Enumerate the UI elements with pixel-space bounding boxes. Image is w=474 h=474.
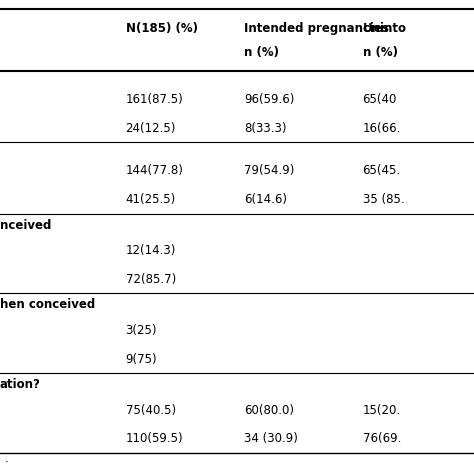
Text: Intended pregnancies: Intended pregnancies — [244, 22, 389, 35]
Text: 16(66.: 16(66. — [363, 122, 401, 135]
Text: 110(59.5): 110(59.5) — [126, 432, 183, 446]
Text: ation?: ation? — [0, 378, 41, 391]
Text: 12(14.3): 12(14.3) — [126, 244, 176, 257]
Text: 24(12.5): 24(12.5) — [126, 122, 176, 135]
Text: nceived: nceived — [0, 219, 51, 231]
Text: 34 (30.9): 34 (30.9) — [244, 432, 298, 446]
Text: 8(33.3): 8(33.3) — [244, 122, 287, 135]
Text: 161(87.5): 161(87.5) — [126, 93, 183, 106]
Text: 60(80.0): 60(80.0) — [244, 404, 294, 417]
Text: 41(25.5): 41(25.5) — [126, 193, 176, 206]
Text: 65(45.: 65(45. — [363, 164, 401, 177]
Text: 72(85.7): 72(85.7) — [126, 273, 176, 286]
Text: 15(20.: 15(20. — [363, 404, 401, 417]
Text: 144(77.8): 144(77.8) — [126, 164, 183, 177]
Text: 65(40: 65(40 — [363, 93, 397, 106]
Text: 96(59.6): 96(59.6) — [244, 93, 294, 106]
Text: 35 (85.: 35 (85. — [363, 193, 404, 206]
Text: Uninto: Uninto — [363, 22, 407, 35]
Text: .: . — [5, 452, 9, 465]
Text: hen conceived: hen conceived — [0, 298, 95, 311]
Text: 79(54.9): 79(54.9) — [244, 164, 294, 177]
Text: 75(40.5): 75(40.5) — [126, 404, 176, 417]
Text: 3(25): 3(25) — [126, 324, 157, 337]
Text: n (%): n (%) — [363, 46, 398, 59]
Text: 76(69.: 76(69. — [363, 432, 401, 446]
Text: 6(14.6): 6(14.6) — [244, 193, 287, 206]
Text: N(185) (%): N(185) (%) — [126, 22, 198, 35]
Text: 9(75): 9(75) — [126, 353, 157, 365]
Text: n (%): n (%) — [244, 46, 279, 59]
